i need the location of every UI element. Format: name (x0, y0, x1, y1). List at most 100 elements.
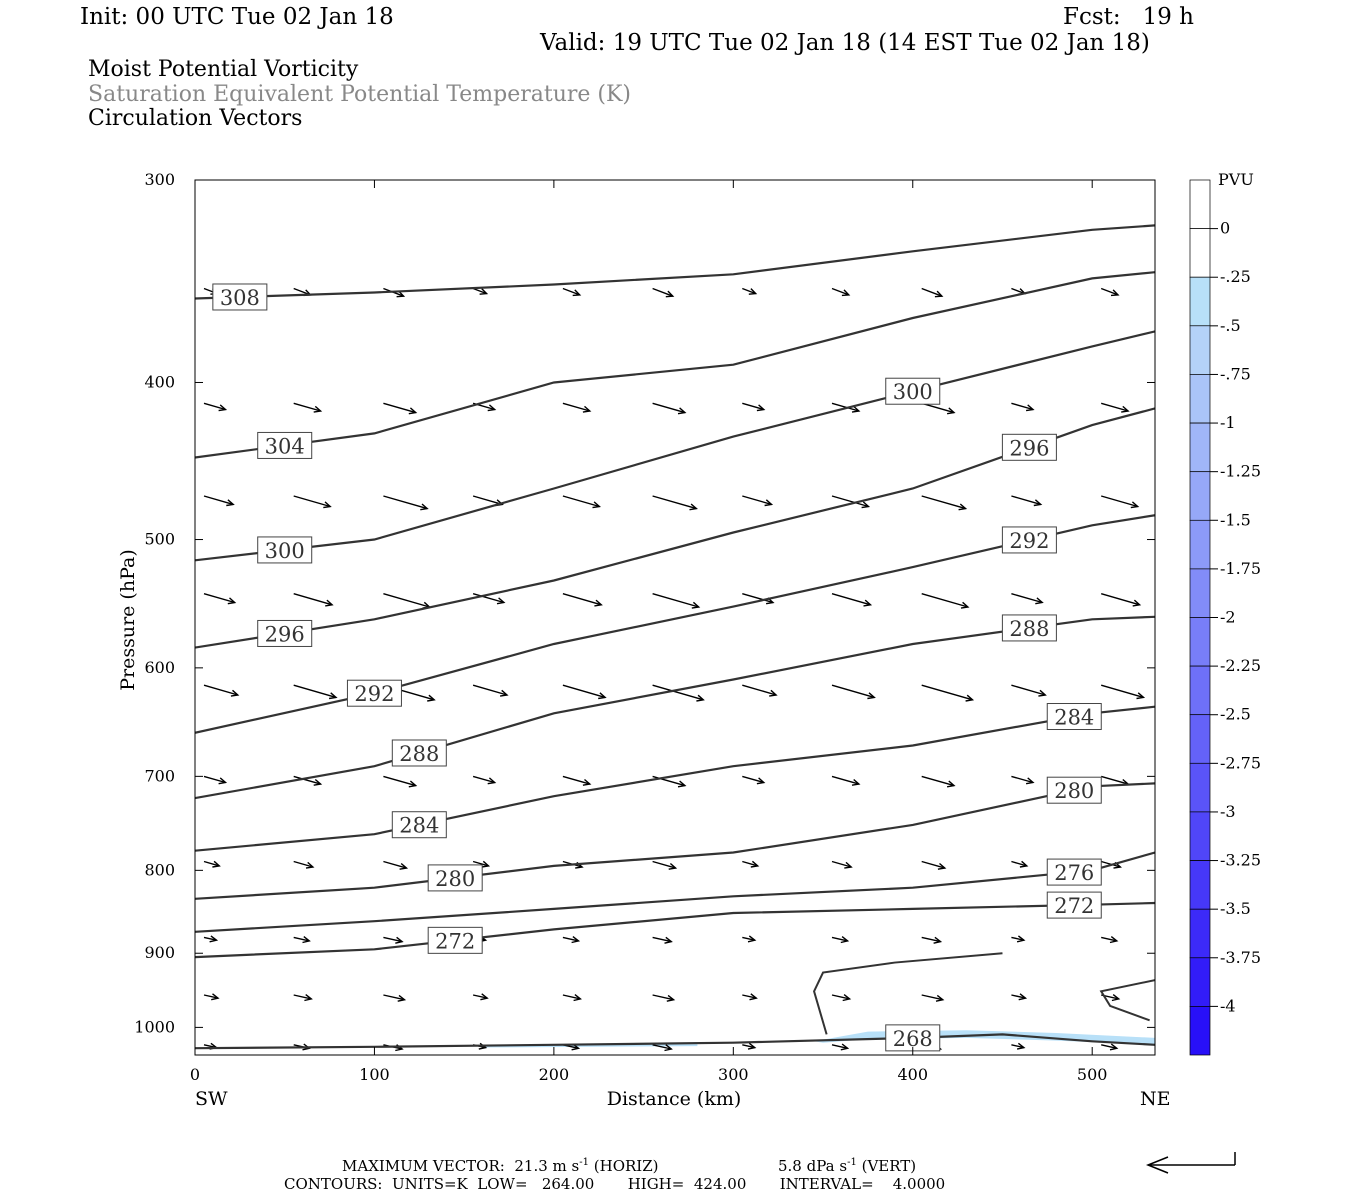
vector-head (399, 862, 409, 870)
vector-head (302, 936, 311, 944)
contour-label-box (885, 377, 941, 405)
circulation-vector (383, 775, 416, 787)
contour-label: 280 (1054, 779, 1094, 803)
circulation-vector (1011, 495, 1041, 506)
colorbar-tick-label: -.5 (1220, 316, 1241, 335)
vector-head (851, 778, 861, 786)
x-left-label: SW (195, 1088, 228, 1110)
circulation-vector (831, 1044, 848, 1049)
theta-es-closed-contour (1099, 979, 1155, 1022)
vector-head (305, 861, 315, 869)
vector-head (842, 994, 852, 1002)
vector-head (844, 861, 853, 869)
circulation-vector (831, 775, 860, 785)
colorbar-swatch (1189, 276, 1211, 327)
vector-head (689, 503, 698, 511)
vector-head (769, 689, 778, 697)
vector-head (218, 404, 228, 412)
circulation-vector (742, 936, 755, 941)
circulation-vector (203, 936, 217, 941)
contour-label-box (346, 679, 402, 707)
x-tick-label: 500 (1077, 1065, 1108, 1084)
y-tick-label: 800 (144, 860, 175, 879)
circulation-vector (921, 287, 943, 297)
circulation-vector (562, 936, 579, 942)
vector-head (666, 994, 676, 1002)
vector-head (747, 935, 757, 943)
circulation-vector (383, 860, 407, 869)
vector-head (408, 407, 418, 415)
contour-label: 308 (220, 286, 260, 310)
circulation-vector (1011, 775, 1034, 784)
vector-head (573, 994, 582, 1002)
y-tick-label: 700 (144, 766, 175, 785)
circulation-vector (383, 936, 403, 943)
vector-head (665, 290, 675, 298)
colorbar-swatch (1189, 325, 1211, 375)
circulation-vector (742, 994, 757, 999)
isentrope-268 (195, 1033, 1155, 1050)
circulation-vector (562, 775, 590, 785)
vector-head (756, 777, 766, 785)
vector-head (1110, 289, 1120, 297)
vector-head (209, 935, 219, 943)
vector-head (867, 692, 876, 700)
colorbar-tick-label: -1.25 (1220, 462, 1261, 481)
circulation-vector (1101, 1044, 1117, 1049)
circulation-vector (472, 495, 503, 506)
contour-label-box (1001, 526, 1057, 554)
vector-head (1016, 1042, 1026, 1050)
circulation-vector (203, 775, 226, 784)
circulation-vector (742, 593, 774, 604)
circulation-vector (1011, 860, 1027, 867)
vector-head (313, 778, 323, 786)
vector-head (747, 1042, 757, 1050)
contour-label-box (1001, 433, 1057, 461)
circulation-vector (1101, 593, 1140, 606)
vector-head (212, 860, 221, 868)
circulation-vector (383, 402, 416, 414)
circulation-vector (293, 775, 321, 785)
colorbar-tick-label: -4 (1220, 996, 1236, 1015)
vector-head (227, 597, 237, 605)
circulation-vector (652, 402, 686, 414)
circulation-vector (293, 402, 321, 412)
circulation-vector (652, 1044, 672, 1050)
contour-label: 276 (1054, 861, 1094, 885)
circulation-vector (742, 775, 764, 784)
vector-head (1109, 1043, 1119, 1051)
vector-head (933, 936, 943, 944)
y-tick-label: 300 (144, 170, 175, 189)
vector-head (934, 290, 944, 298)
circulation-vector (921, 593, 969, 608)
x-right-label: NE (1140, 1088, 1171, 1110)
circulation-vector (293, 684, 337, 699)
circulation-vector (293, 495, 331, 508)
contour-label: 304 (265, 434, 305, 458)
reference-vector-icon (1145, 1152, 1236, 1174)
vector-head (1025, 404, 1035, 412)
vector-head (496, 597, 506, 605)
vector-head (397, 994, 407, 1002)
vector-head (420, 503, 429, 511)
colorbar-tick-label: -2.25 (1220, 656, 1261, 675)
circulation-vector (472, 684, 508, 696)
vector-head (1035, 597, 1044, 605)
circulation-vector (742, 684, 777, 696)
vector-head (323, 501, 332, 509)
vector-head (1136, 692, 1146, 700)
vector-head (328, 692, 338, 700)
y-tick-label: 900 (144, 943, 175, 962)
contours-info: CONTOURS: UNITS=K LOW= 264.00 HIGH= 424.… (284, 1175, 946, 1193)
x-tick-label: 400 (897, 1065, 928, 1084)
circulation-vector (203, 860, 220, 867)
circulation-vector (562, 402, 590, 412)
circulation-vector (562, 684, 606, 699)
colorbar-tick-label: -2.75 (1220, 753, 1261, 772)
valid-time: Valid: 19 UTC Tue 02 Jan 18 (14 EST Tue … (540, 30, 1150, 56)
circulation-vector (293, 936, 310, 942)
vector-head (582, 405, 592, 413)
circulation-vector (831, 684, 875, 699)
circulation-vector (1100, 287, 1119, 296)
